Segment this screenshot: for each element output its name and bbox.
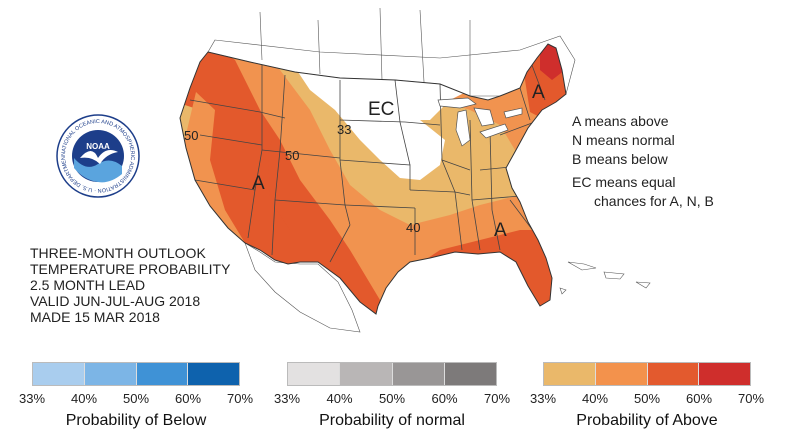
legend-swatches [543,362,751,386]
legend-swatch [84,363,137,385]
canada-province-lines [259,7,471,96]
legend-swatch [444,363,496,385]
legend-tick: 50% [378,391,406,406]
legend-swatch [699,363,750,385]
key-line: EC means equal [572,174,676,190]
legend-below: 33% 40% 50% 60% 70% Probability of Below [19,362,253,430]
letter-key: A means above N means normal B means bel… [572,112,714,211]
noaa-logo: NATIONAL OCEANIC AND ATMOSPHERIC ADMINIS… [56,114,140,198]
legend-tick: 70% [737,391,765,406]
legend-swatch [595,363,648,385]
contour-label: 40 [406,220,420,235]
legend-swatch [288,363,341,385]
state-boundaries [189,59,546,263]
legend-swatches [287,362,497,386]
region-letter-equal-chances: EC [368,99,394,120]
caribbean-islands [559,261,651,295]
legend-swatch [392,363,445,385]
legend-above: 33% 40% 50% 60% 70% Probability of Above [530,362,764,430]
contour-label: 33 [337,122,351,137]
legend-tick: 33% [18,391,46,406]
legend-swatch [188,363,239,385]
legend-title: Probability of Below [65,412,207,429]
key-line: A means above [572,113,669,129]
great-lakes [437,97,523,147]
region-letter-above-southeast: A [494,220,507,241]
legend-swatch [136,363,189,385]
legend-ticks: 33% 40% 50% 60% 70% [19,391,253,407]
legend-ticks: 33% 40% 50% 60% 70% [274,391,510,407]
outlook-valid: VALID JUN-JUL-AUG 2018 [30,293,201,309]
outlook-subtitle: TEMPERATURE PROBABILITY [30,261,231,277]
legend-ticks: 33% 40% 50% 60% 70% [530,391,764,407]
legend-title: Probability of Above [576,412,718,429]
contour-label: 50 [184,128,198,143]
region-letter-above-northeast: A [532,82,545,103]
seagull-icon [80,150,118,164]
outlook-description: THREE-MONTH OUTLOOK TEMPERATURE PROBABIL… [30,245,230,325]
outlook-lead: 2.5 MONTH LEAD [30,277,146,293]
legend-tick: 60% [685,391,713,406]
outlook-made: MADE 15 MAR 2018 [30,309,160,325]
legend-tick: 60% [431,391,458,406]
legend-swatches [32,362,240,386]
legend-title: Probability of normal [319,412,465,429]
legend-swatch [544,363,596,385]
mexico-land [244,242,361,333]
legend-swatch [340,363,393,385]
outlook-title: THREE-MONTH OUTLOOK [30,245,206,261]
legend-tick: 50% [633,391,661,406]
logo-name: NOAA [86,142,110,151]
legend-swatch [647,363,700,385]
us-outline [179,43,567,315]
contour-label: 50 [285,148,299,163]
legend-tick: 60% [174,391,202,406]
legend-tick: 50% [122,391,150,406]
legend-tick: 33% [529,391,557,406]
legend-swatch [33,363,85,385]
legend-normal: 33% 40% 50% 60% 70% Probability of norma… [274,362,510,430]
legend-tick: 70% [483,391,511,406]
legend-tick: 40% [70,391,98,406]
legend-tick: 40% [581,391,609,406]
key-line: N means normal [572,132,675,148]
legend-tick: 33% [273,391,301,406]
key-line: B means below [572,151,668,167]
legend-tick: 40% [326,391,353,406]
key-line: chances for A, N, B [594,193,714,209]
legend-tick: 70% [226,391,254,406]
region-letter-above-west: A [252,173,265,194]
